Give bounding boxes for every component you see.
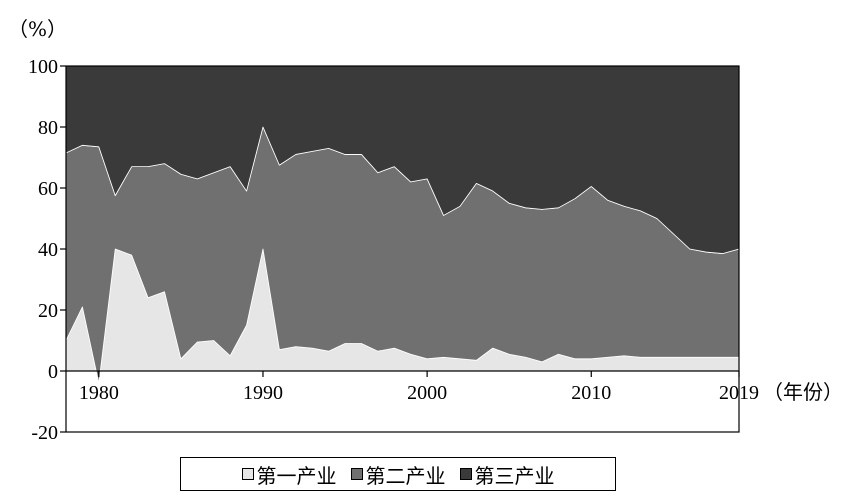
legend-label: 第一产业 bbox=[256, 463, 337, 488]
y-tick-label: 40 bbox=[38, 239, 58, 261]
x-tick-label: 2000 bbox=[407, 382, 447, 404]
x-tick-label: 2010 bbox=[571, 382, 611, 404]
legend-label: 第二产业 bbox=[365, 463, 446, 488]
y-tick-label: 80 bbox=[38, 117, 58, 139]
legend-item-1: 第一产业 bbox=[241, 460, 337, 489]
x-tick-label: 1980 bbox=[79, 382, 119, 404]
y-tick-label: 20 bbox=[38, 300, 58, 322]
y-tick-label: 0 bbox=[48, 361, 58, 383]
x-unit-label: （年份） bbox=[763, 380, 843, 404]
x-tick-label: 1990 bbox=[243, 382, 283, 404]
legend-item-3: 第三产业 bbox=[459, 460, 555, 489]
legend-swatch bbox=[459, 468, 472, 480]
y-unit-label: （%） bbox=[8, 17, 67, 41]
legend-label: 第三产业 bbox=[474, 463, 555, 488]
y-tick-label: -20 bbox=[31, 422, 58, 444]
legend: 第一产业 第二产业 第三产业 bbox=[180, 457, 616, 491]
legend-item-2: 第二产业 bbox=[350, 460, 446, 489]
chart-svg: -20 0 20 40 60 80 100 1980 1990 2000 2010 2019 （%） （年… bbox=[8, 17, 843, 444]
x-tick-label: 2019 bbox=[719, 382, 759, 404]
legend-swatch bbox=[350, 468, 363, 480]
legend-swatch bbox=[241, 468, 254, 480]
y-tick-label: 100 bbox=[28, 56, 58, 78]
y-tick-label: 60 bbox=[38, 178, 58, 200]
